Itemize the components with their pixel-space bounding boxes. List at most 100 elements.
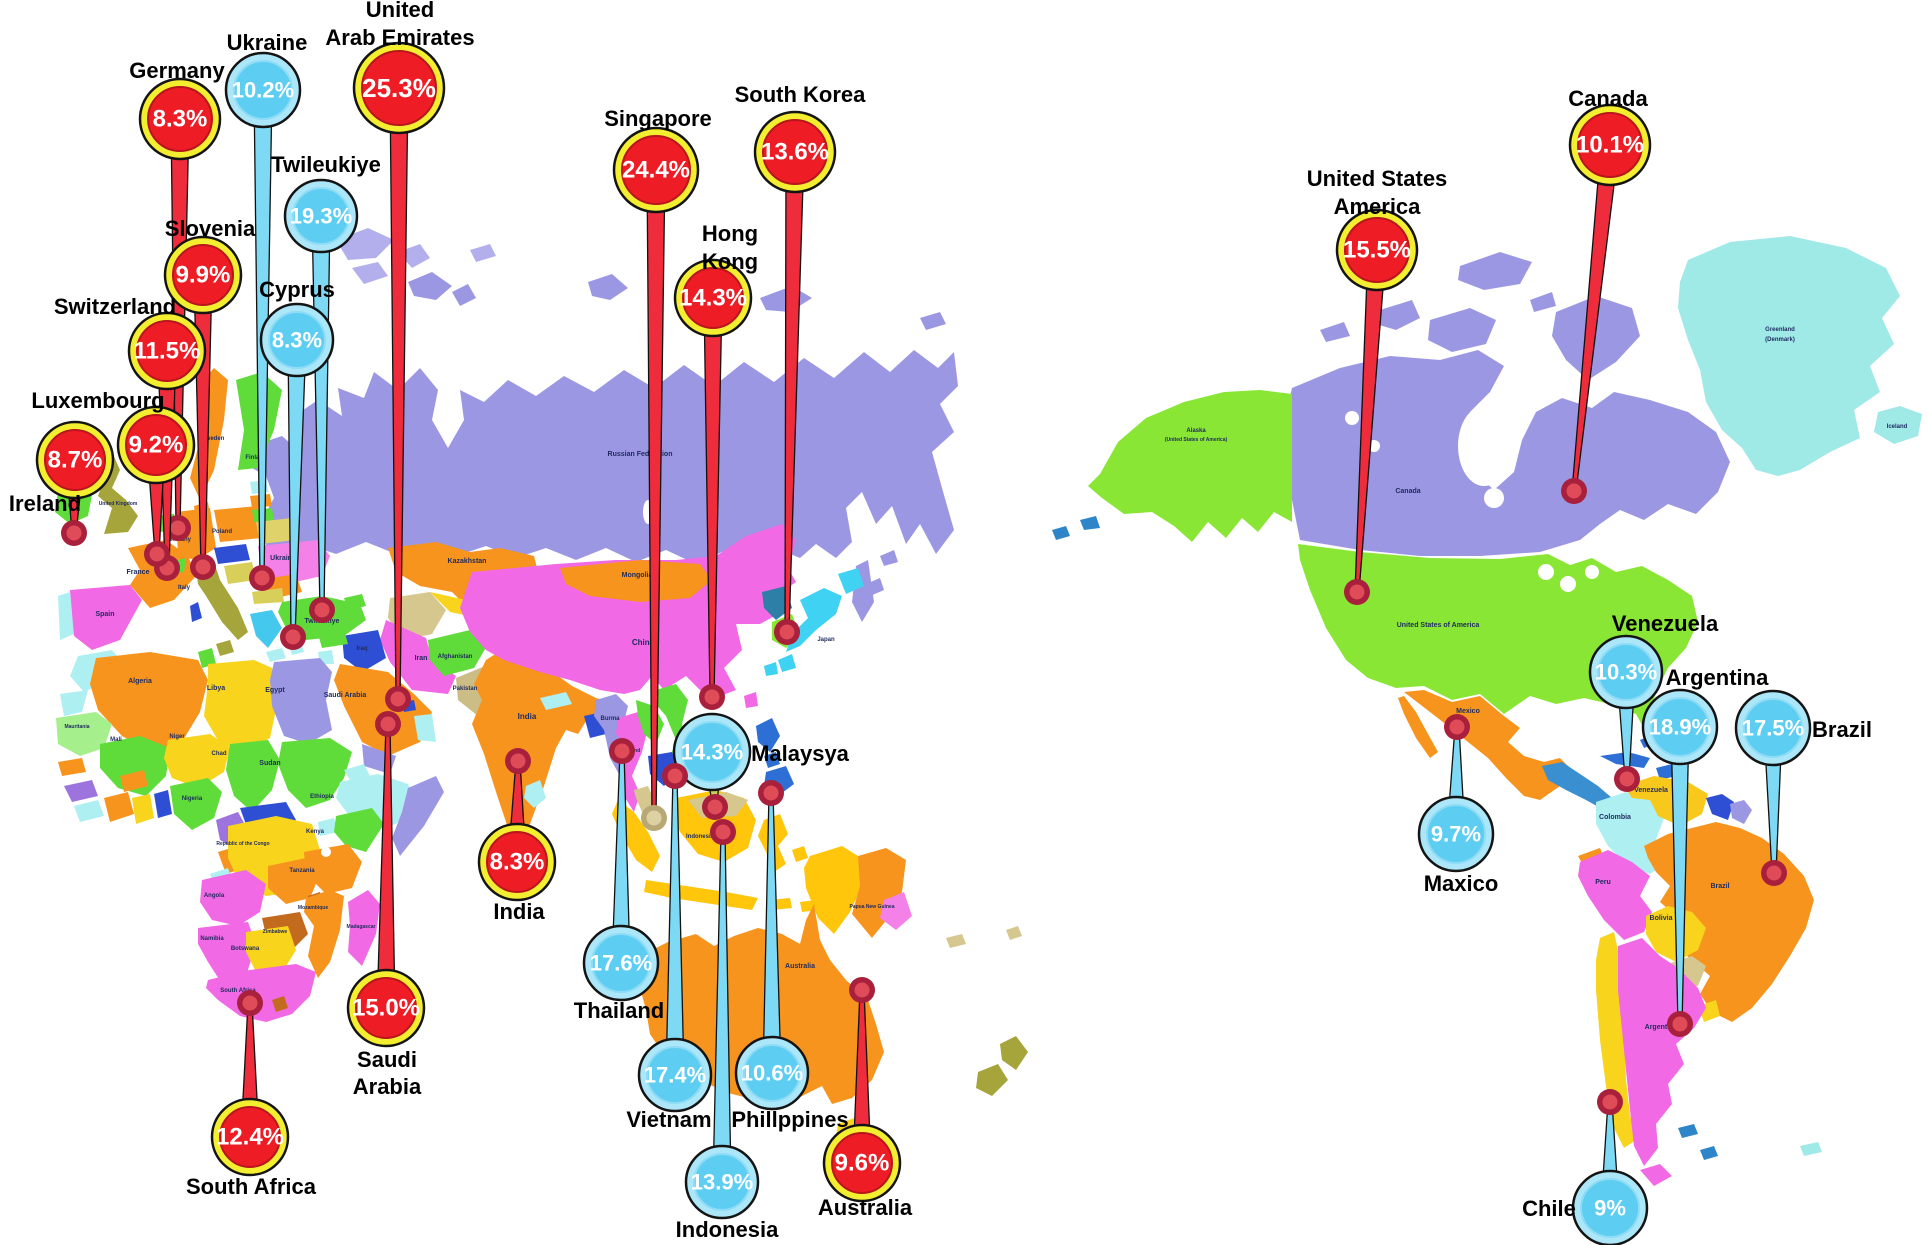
map-pin-center	[854, 982, 870, 998]
marker-label-thailand: Thailand	[574, 998, 664, 1023]
marker-label-brazil: Brazil	[1812, 717, 1872, 742]
shape-india	[472, 646, 612, 854]
map-country-labels: Russian Federation Canada United States of…	[64, 327, 1907, 1031]
map-pin-center	[1349, 584, 1365, 600]
map-label: United Kingdom	[99, 501, 138, 507]
marker-balloon	[831, 1132, 893, 1194]
marker-australia: 9.6%	[822, 977, 902, 1203]
marker-singapore: 24.4%	[612, 126, 700, 831]
map-label: Finland	[245, 455, 267, 461]
marker-vietnam: 17.4%	[637, 763, 713, 1113]
marker-south-africa: 12.4%	[210, 990, 290, 1177]
marker-argentina: 18.9%	[1641, 688, 1719, 1037]
marker-label-india: India	[493, 899, 545, 924]
map-label: Argentina	[1645, 1024, 1678, 1031]
shape-madagascar	[348, 890, 380, 966]
shape-peru	[1578, 850, 1652, 940]
map-label: Tanzania	[289, 868, 315, 874]
marker-value: 17.4%	[644, 1063, 706, 1088]
marker-balloon	[268, 311, 326, 369]
marker-value: 12.4%	[216, 1124, 284, 1151]
map-pin-center	[1566, 483, 1582, 499]
marker-label-ireland: Ireland	[9, 491, 81, 516]
map-label: Mongolia	[622, 572, 653, 579]
marker-label-malaysya: Malaysya	[751, 741, 850, 766]
marker-chile: 9%	[1571, 1089, 1649, 1245]
map-label: Ethiopia	[310, 794, 334, 800]
map-label: Kenya	[306, 829, 325, 835]
marker-label-germany: Germany	[129, 58, 225, 83]
map-label: Nigeria	[182, 796, 203, 802]
marker-maxico: 9.7%	[1417, 714, 1495, 873]
marker-value: 25.3%	[362, 73, 436, 103]
map-pin-center	[314, 602, 330, 618]
marker-thailand: 17.6%	[582, 738, 660, 1002]
marker-label-canada: Canada	[1568, 86, 1648, 111]
shape-mozambique	[304, 890, 344, 978]
map-label: Venezuela	[1634, 787, 1668, 794]
map-label: Angola	[204, 893, 225, 899]
map-label: Canada	[1395, 488, 1420, 495]
marker-value: 15.5%	[1343, 237, 1411, 264]
marker-value: 8.3%	[272, 328, 322, 353]
marker-balloon	[1580, 1178, 1640, 1238]
marker-label-hong-kong: Hong	[702, 221, 758, 246]
marker-label-saudi-arabia: Saudi	[357, 1047, 417, 1072]
map-label: Burma	[600, 716, 620, 722]
marker-balloon	[1597, 643, 1655, 701]
marker-canada: 10.1%	[1561, 103, 1652, 504]
shape-botswana	[246, 926, 296, 976]
marker-brazil: 17.5%	[1734, 689, 1812, 886]
marker-balloon	[1743, 698, 1803, 758]
shape-russia	[252, 350, 958, 564]
marker-value: 10.3%	[1595, 660, 1657, 685]
map-label: Brazil	[1710, 883, 1729, 890]
marker-label-ukraine: Ukraine	[227, 30, 308, 55]
marker-saudi-arabia: 15.0%	[346, 711, 426, 1048]
marker-balloon	[621, 135, 691, 205]
marker-cyprus: 8.3%	[259, 302, 335, 650]
marker-south-korea: 13.6%	[753, 110, 837, 645]
map-label: South Africa	[220, 988, 256, 994]
marker-value: 19.3%	[290, 204, 352, 229]
marker-balloon	[591, 933, 651, 993]
map-label: (United States of America)	[1165, 437, 1228, 443]
marker-value: 14.3%	[681, 740, 743, 765]
shape-italy	[196, 562, 248, 640]
map-pin-center	[667, 768, 683, 784]
map-label: Egypt	[265, 687, 285, 694]
map-label: Papua New Guinea	[849, 904, 894, 910]
markers-layer: 8.3% 10.2% 25.3% 19.3% 9.9% 8.3% 11.5% 9.2% 8.7%…	[35, 41, 1812, 1245]
marker-value: 24.4%	[622, 157, 690, 184]
shape-iceland	[1874, 406, 1922, 444]
shape-canada	[1284, 350, 1730, 556]
marker-label-saudi-arabia: Arabia	[353, 1074, 422, 1099]
marker-united-states-america: 15.5%	[1335, 208, 1419, 605]
map-label: Niger	[169, 734, 185, 740]
map-label: Chad	[212, 751, 227, 757]
marker-label-phillppines: Phillppines	[731, 1107, 848, 1132]
map-pin-center	[390, 691, 406, 707]
map-label: Algeria	[128, 678, 152, 685]
map-label: Mauritania	[64, 724, 89, 730]
map-pin-center	[149, 546, 165, 562]
map-label: Peru	[1595, 879, 1611, 886]
marker-value: 11.5%	[134, 338, 201, 365]
region-north-america	[1052, 236, 1922, 810]
map-label: Mali	[110, 737, 122, 743]
map-pin-center	[707, 799, 723, 815]
map-pin-center	[1766, 865, 1782, 881]
marker-balloon	[646, 1046, 704, 1104]
shape-sudan	[278, 738, 352, 808]
map-pin-center	[763, 785, 779, 801]
marker-twileukiye: 19.3%	[283, 178, 359, 623]
marker-balloon	[1426, 804, 1486, 864]
marker-balloon	[355, 977, 417, 1039]
marker-phillppines: 10.6%	[734, 780, 810, 1111]
marker-label-hong-kong: Kong	[702, 249, 758, 274]
map-pin-center	[779, 624, 795, 640]
map-label: Iceland	[1887, 424, 1908, 430]
shape-nigeria	[170, 778, 222, 830]
